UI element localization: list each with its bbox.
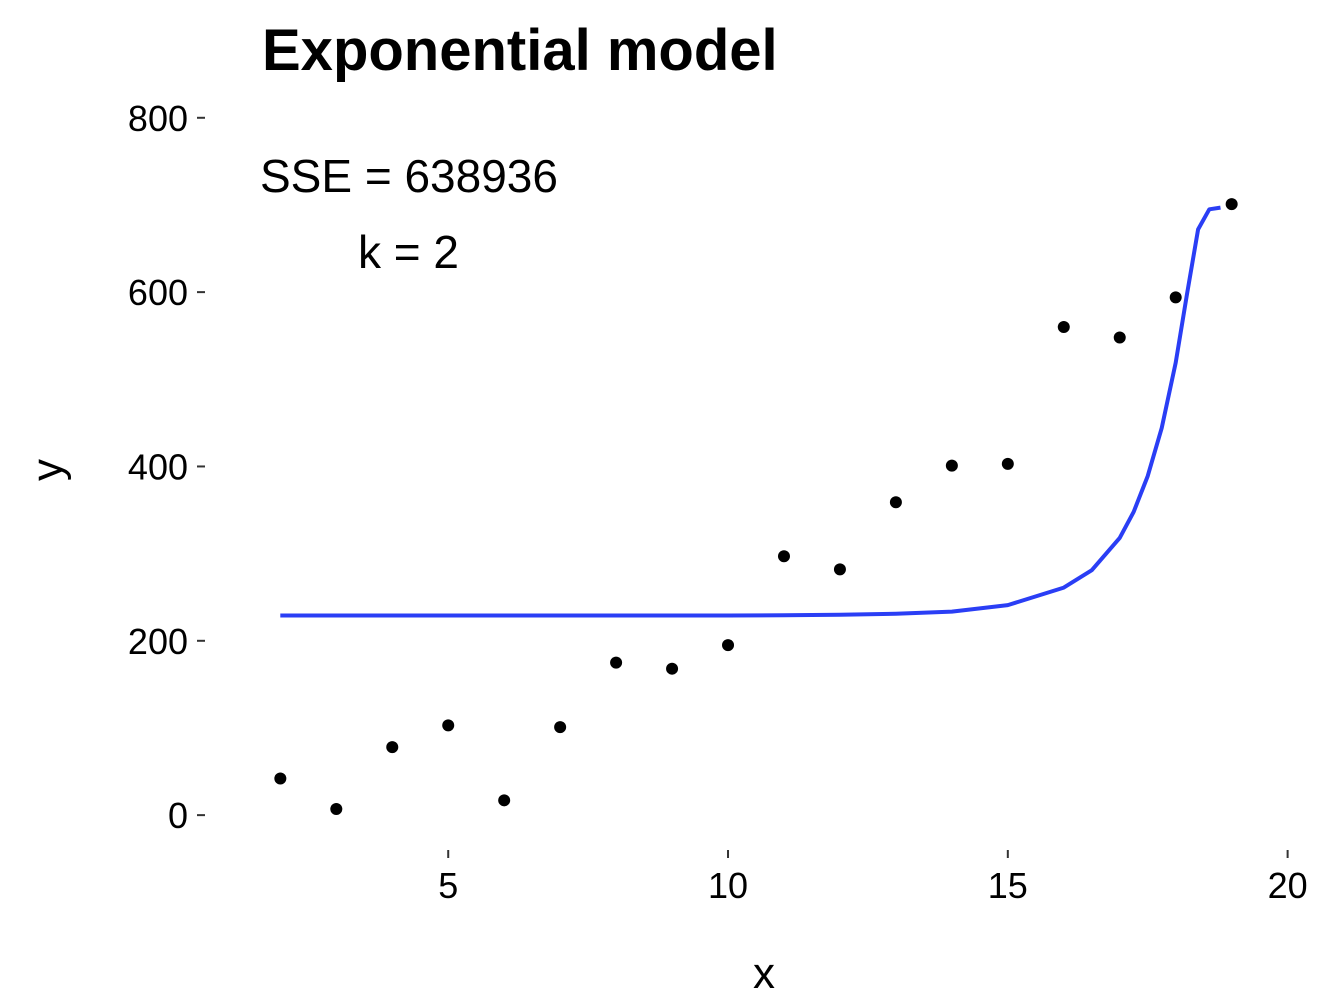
data-point [833,563,846,576]
x-axis: 5 10 15 20 [438,850,1308,906]
data-point [666,662,679,675]
data-point [777,550,790,563]
data-point [330,803,343,816]
x-tick-label: 20 [1268,865,1308,906]
y-axis: 0 200 400 600 800 [128,98,205,836]
x-tick-label: 5 [438,865,458,906]
data-point [554,721,567,734]
y-tick-label: 400 [128,446,188,487]
data-point [1225,198,1238,211]
x-tick-label: 15 [988,865,1028,906]
model-curve [280,205,1221,618]
data-point [386,741,399,754]
chart-title: Exponential model [262,18,778,83]
data-point [722,639,735,652]
y-axis-label: y [23,459,72,481]
data-point [442,719,455,732]
data-point [945,459,958,472]
k-annotation: k = 2 [358,226,459,278]
data-point [889,496,902,509]
data-point [1001,457,1014,470]
y-tick-label: 200 [128,621,188,662]
data-point [1113,331,1126,344]
x-axis-label: x [753,949,775,998]
plot-area [274,198,1238,816]
y-tick-label: 0 [168,795,188,836]
data-point [498,794,511,807]
sse-annotation: SSE = 638936 [260,150,558,202]
data-point [1057,320,1070,333]
y-tick-label: 600 [128,272,188,313]
data-point [274,772,287,785]
data-point [610,656,623,669]
x-tick-label: 10 [708,865,748,906]
y-tick-label: 800 [128,98,188,139]
data-point [1169,291,1182,304]
